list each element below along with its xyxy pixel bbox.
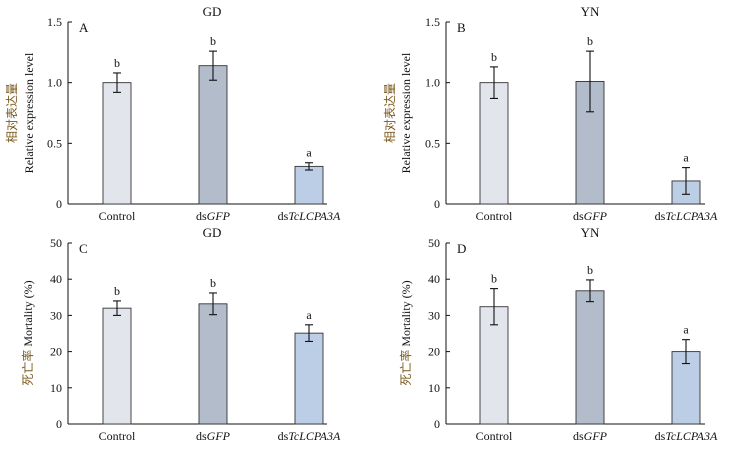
y-tick-label: 0 <box>56 417 62 431</box>
y-tick-label: 40 <box>50 272 62 286</box>
y-axis-label: 死亡率 Mortality (%) <box>20 280 35 385</box>
error-bar <box>490 66 498 99</box>
panel-title: GD <box>203 4 222 19</box>
y-tick-label: 1.5 <box>47 15 62 29</box>
y-axis-label-cn: 相对表达量 <box>5 83 19 143</box>
significance-letter: a <box>683 323 689 337</box>
error-bar <box>113 72 121 93</box>
y-tick-label: 30 <box>428 308 440 322</box>
error-bar <box>586 50 594 113</box>
x-category-label: dsTcLCPA3A <box>278 209 341 223</box>
x-category-label: Control <box>99 429 136 443</box>
bar-control <box>102 82 132 205</box>
significance-letter: b <box>587 34 593 48</box>
x-category-label: Control <box>99 209 136 223</box>
y-axis-label-cn: 相对表达量 <box>383 83 397 143</box>
y-tick-label: 1.0 <box>425 76 440 90</box>
bar-control <box>479 306 509 425</box>
y-tick-label: 50 <box>428 236 440 250</box>
y-tick-label: 1.5 <box>425 15 440 29</box>
error-bar <box>305 162 313 171</box>
panel-title: GD <box>203 225 222 240</box>
error-bar <box>682 339 690 365</box>
y-tick-label: 1.0 <box>47 76 62 90</box>
panel-letter: C <box>79 241 88 256</box>
y-axis-label-en: Relative expression level <box>22 52 36 173</box>
x-category-label: dsGFP <box>573 209 608 223</box>
y-tick-label: 0 <box>434 197 440 211</box>
error-bar <box>586 279 594 303</box>
significance-letter: b <box>491 272 497 286</box>
significance-letter: b <box>114 56 120 70</box>
chart-panel-a: 0 0.5 1.0 1.5 b Control b dsGFP a dsTcLCPA3A GD A 相对… <box>5 4 341 223</box>
y-tick-label: 0.5 <box>47 136 62 150</box>
y-tick-label: 20 <box>50 345 62 359</box>
significance-letter: a <box>306 308 312 322</box>
significance-letter: b <box>114 284 120 298</box>
y-tick-label: 50 <box>50 236 62 250</box>
bar-control <box>102 307 132 425</box>
x-category-label: Control <box>476 429 513 443</box>
panel-letter: D <box>457 241 466 256</box>
bar-control <box>479 82 509 205</box>
x-category-label: dsTcLCPA3A <box>655 209 718 223</box>
panel-letter: B <box>457 20 466 35</box>
x-category-label: dsGFP <box>573 429 608 443</box>
y-tick-label: 0.5 <box>425 136 440 150</box>
significance-letter: a <box>683 151 689 165</box>
y-axis-label: 死亡率 Mortality (%) <box>398 280 413 385</box>
bar-dstclcpa3a <box>294 332 324 425</box>
x-category-label: dsTcLCPA3A <box>278 429 341 443</box>
y-tick-label: 0 <box>434 417 440 431</box>
bar-dsgfp <box>198 303 228 425</box>
error-bar <box>305 324 313 343</box>
y-tick-label: 10 <box>50 381 62 395</box>
chart-panel-d: 0 10 20 30 40 50 b Control b dsGFP a dsTcLCPA3A YN D 死… <box>398 225 718 443</box>
error-bar <box>490 288 498 326</box>
significance-letter: b <box>210 276 216 290</box>
panel-title: YN <box>581 225 600 240</box>
y-axis-label-en: Relative expression level <box>399 52 413 173</box>
significance-letter: a <box>306 146 312 160</box>
panel-letter: A <box>79 20 89 35</box>
error-bar <box>209 292 217 316</box>
y-tick-label: 10 <box>428 381 440 395</box>
x-category-label: dsGFP <box>196 429 231 443</box>
x-category-label: Control <box>476 209 513 223</box>
x-category-label: dsGFP <box>196 209 231 223</box>
error-bar <box>209 50 217 81</box>
error-bar <box>113 300 121 316</box>
y-tick-label: 40 <box>428 272 440 286</box>
bar-dsgfp <box>575 290 605 425</box>
bar-dsgfp <box>198 65 228 205</box>
bar-dstclcpa3a <box>294 165 324 205</box>
y-tick-label: 20 <box>428 345 440 359</box>
error-bar <box>682 167 690 195</box>
chart-panel-c: 0 10 20 30 40 50 b Control b dsGFP a dsTcLCPA3A GD C 死… <box>20 225 341 443</box>
chart-panel-b: 0 0.5 1.0 1.5 b Control b dsGFP a dsTcLCPA3A YN B 相对… <box>383 4 718 223</box>
y-tick-label: 30 <box>50 308 62 322</box>
x-category-label: dsTcLCPA3A <box>655 429 718 443</box>
significance-letter: b <box>210 34 216 48</box>
y-tick-label: 0 <box>56 197 62 211</box>
panel-title: YN <box>581 4 600 19</box>
significance-letter: b <box>491 50 497 64</box>
significance-letter: b <box>587 263 593 277</box>
